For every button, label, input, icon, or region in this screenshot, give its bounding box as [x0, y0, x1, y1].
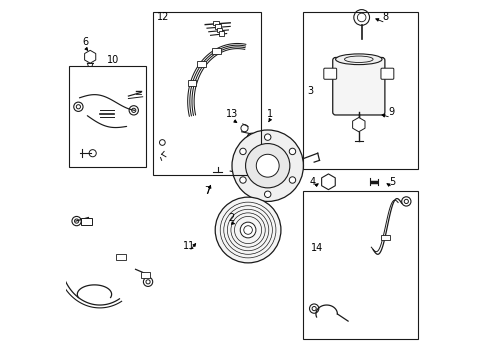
- Text: 9: 9: [387, 107, 393, 117]
- Circle shape: [239, 177, 245, 183]
- Circle shape: [131, 108, 136, 112]
- Circle shape: [129, 106, 138, 115]
- Text: 7: 7: [203, 186, 210, 196]
- Bar: [141, 272, 149, 278]
- Bar: [187, 80, 196, 86]
- Text: 1: 1: [266, 109, 273, 119]
- Circle shape: [76, 105, 81, 109]
- Circle shape: [357, 13, 365, 22]
- Bar: [218, 31, 224, 36]
- Bar: [116, 254, 125, 260]
- Bar: [153, 12, 260, 175]
- Bar: [81, 217, 92, 225]
- Circle shape: [231, 130, 303, 202]
- Text: 2: 2: [227, 212, 234, 222]
- Circle shape: [89, 150, 96, 157]
- Circle shape: [353, 10, 369, 25]
- Circle shape: [74, 219, 79, 223]
- Circle shape: [215, 197, 281, 263]
- Circle shape: [401, 197, 410, 206]
- Circle shape: [246, 133, 256, 143]
- Circle shape: [256, 154, 279, 177]
- Circle shape: [354, 121, 362, 129]
- Circle shape: [309, 304, 318, 313]
- FancyBboxPatch shape: [332, 58, 384, 115]
- Bar: [380, 235, 389, 240]
- Circle shape: [311, 306, 316, 311]
- Circle shape: [384, 71, 389, 76]
- Text: 11: 11: [183, 241, 195, 251]
- Circle shape: [289, 148, 295, 155]
- Bar: [217, 28, 222, 32]
- Text: 13: 13: [225, 109, 238, 119]
- Text: 4: 4: [309, 177, 316, 187]
- Circle shape: [264, 134, 270, 140]
- Text: 12: 12: [157, 13, 169, 22]
- Circle shape: [289, 177, 295, 183]
- Circle shape: [264, 191, 270, 198]
- Bar: [303, 191, 417, 339]
- Text: 10: 10: [107, 55, 119, 65]
- Circle shape: [404, 199, 407, 203]
- Bar: [212, 48, 221, 54]
- Circle shape: [86, 53, 94, 60]
- Circle shape: [239, 148, 245, 155]
- Circle shape: [240, 222, 255, 238]
- Circle shape: [72, 216, 81, 226]
- Bar: [69, 66, 146, 167]
- Circle shape: [74, 102, 83, 111]
- Circle shape: [244, 226, 252, 234]
- Text: 6: 6: [82, 37, 88, 48]
- Circle shape: [145, 280, 150, 284]
- Circle shape: [241, 125, 247, 132]
- Bar: [303, 12, 417, 169]
- Circle shape: [245, 144, 289, 188]
- Circle shape: [324, 177, 332, 186]
- FancyBboxPatch shape: [380, 68, 393, 79]
- Text: 5: 5: [389, 177, 395, 187]
- Text: 3: 3: [306, 86, 312, 96]
- Bar: [197, 61, 205, 67]
- Circle shape: [143, 277, 152, 287]
- Circle shape: [159, 140, 165, 145]
- Bar: [213, 21, 218, 25]
- Bar: [215, 24, 220, 28]
- Ellipse shape: [335, 54, 381, 64]
- Circle shape: [249, 136, 253, 140]
- Circle shape: [327, 71, 332, 76]
- FancyBboxPatch shape: [323, 68, 336, 79]
- Text: 14: 14: [310, 243, 322, 253]
- Text: 8: 8: [382, 13, 388, 22]
